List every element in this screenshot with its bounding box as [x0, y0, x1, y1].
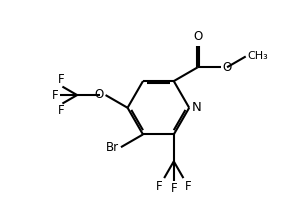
Text: O: O — [95, 88, 104, 101]
Text: F: F — [185, 180, 192, 193]
Text: O: O — [222, 61, 232, 74]
Text: CH₃: CH₃ — [247, 51, 268, 61]
Text: O: O — [193, 30, 202, 43]
Text: F: F — [58, 104, 64, 117]
Text: Br: Br — [105, 141, 119, 154]
Text: F: F — [52, 89, 58, 102]
Text: N: N — [192, 101, 201, 114]
Text: F: F — [170, 182, 177, 195]
Text: F: F — [58, 73, 64, 86]
Text: F: F — [156, 180, 163, 193]
